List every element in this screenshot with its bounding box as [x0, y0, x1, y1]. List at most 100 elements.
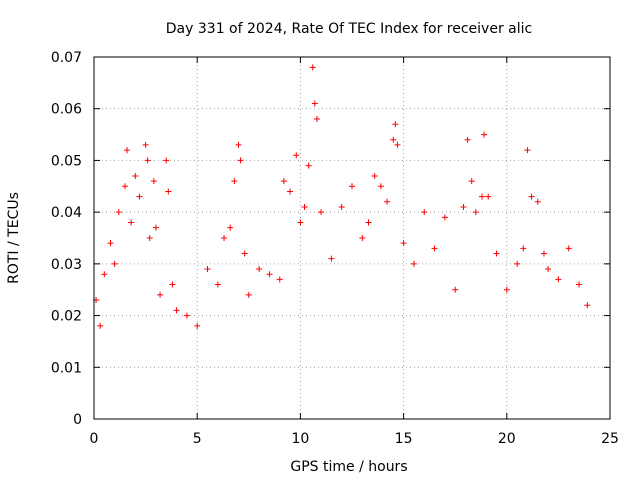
y-tick-label: 0.04 [51, 205, 82, 221]
grid-layer [94, 57, 610, 419]
data-point [472, 209, 479, 216]
data-point [338, 203, 345, 210]
data-point [136, 193, 143, 200]
data-point [318, 209, 325, 216]
data-point [111, 260, 118, 267]
data-point [365, 219, 372, 226]
data-point [169, 281, 176, 288]
data-point [534, 198, 541, 205]
y-tick-label: 0.03 [51, 257, 82, 273]
plot-frame [93, 56, 611, 420]
data-point [132, 172, 139, 179]
data-point [101, 271, 108, 278]
data-point [555, 276, 562, 283]
x-tick-label: 10 [291, 431, 309, 447]
y-tick-label: 0.07 [51, 50, 82, 66]
y-axis-label: ROTI / TECUs [6, 192, 22, 284]
data-point [128, 219, 135, 226]
x-tick-label: 0 [90, 431, 99, 447]
x-tick-label: 25 [601, 431, 619, 447]
data-point [241, 250, 248, 257]
data-point [421, 209, 428, 216]
data-point [328, 255, 335, 262]
data-point [528, 193, 535, 200]
data-point [460, 203, 467, 210]
data-point [256, 266, 263, 273]
data-point [121, 183, 128, 190]
data-point [237, 157, 244, 164]
y-tick-label: 0 [73, 412, 82, 428]
data-point [431, 245, 438, 252]
y-tick-label: 0.06 [51, 102, 82, 118]
data-point [305, 162, 312, 169]
y-tick-label: 0.01 [51, 360, 82, 376]
data-point [276, 276, 283, 283]
data-point [287, 188, 294, 195]
points-layer [93, 64, 591, 329]
data-point [468, 178, 475, 185]
data-point [194, 322, 201, 329]
data-point [280, 178, 287, 185]
data-point [309, 64, 316, 71]
data-point [221, 235, 228, 241]
data-point [576, 281, 583, 288]
data-point [390, 136, 397, 143]
data-point [115, 209, 122, 216]
data-point [479, 193, 486, 200]
data-point [163, 157, 170, 164]
data-point [245, 291, 252, 298]
data-point [165, 188, 172, 195]
data-point [503, 286, 510, 293]
data-point [400, 240, 407, 247]
data-point [142, 141, 149, 148]
data-point [124, 147, 131, 154]
data-point [204, 266, 211, 273]
data-point [173, 307, 180, 314]
data-point [540, 250, 547, 257]
x-tick-label: 15 [395, 431, 413, 447]
data-point [183, 312, 190, 319]
data-point [146, 235, 153, 241]
data-point [231, 178, 238, 185]
data-point [301, 203, 308, 210]
data-point [565, 245, 572, 252]
ticks-layer: 0 0.01 0.02 0.03 0.04 0.05 0.06 0.07 0 5 10 15 20 25 [51, 50, 619, 447]
data-point [227, 224, 234, 231]
data-point [464, 136, 471, 143]
chart-title: Day 331 of 2024, Rate Of TEC Index for r… [166, 21, 532, 37]
data-point [349, 183, 355, 190]
data-point [377, 183, 384, 190]
data-point [266, 271, 273, 278]
data-point [545, 266, 552, 273]
data-point [313, 116, 320, 123]
x-tick-label: 5 [193, 431, 202, 447]
data-point [152, 224, 159, 231]
data-point [384, 198, 391, 205]
data-point [452, 286, 459, 293]
data-point [107, 240, 114, 247]
data-point [97, 322, 104, 329]
data-point [371, 172, 378, 179]
data-point [297, 219, 304, 226]
data-point [359, 235, 366, 241]
data-point [157, 291, 164, 298]
data-point [311, 100, 318, 107]
data-point [410, 260, 417, 267]
data-point [144, 157, 151, 164]
data-point [293, 152, 300, 159]
data-point [485, 193, 492, 200]
x-tick-label: 20 [498, 431, 516, 447]
data-point [214, 281, 221, 288]
data-point [441, 214, 448, 221]
data-point [481, 131, 488, 138]
data-point [584, 302, 591, 309]
data-point [493, 250, 500, 257]
y-tick-label: 0.02 [51, 309, 82, 325]
y-tick-label: 0.05 [51, 153, 82, 169]
x-axis-label: GPS time / hours [290, 459, 407, 475]
data-point [235, 141, 242, 148]
data-point [514, 260, 521, 267]
data-point [392, 121, 399, 128]
